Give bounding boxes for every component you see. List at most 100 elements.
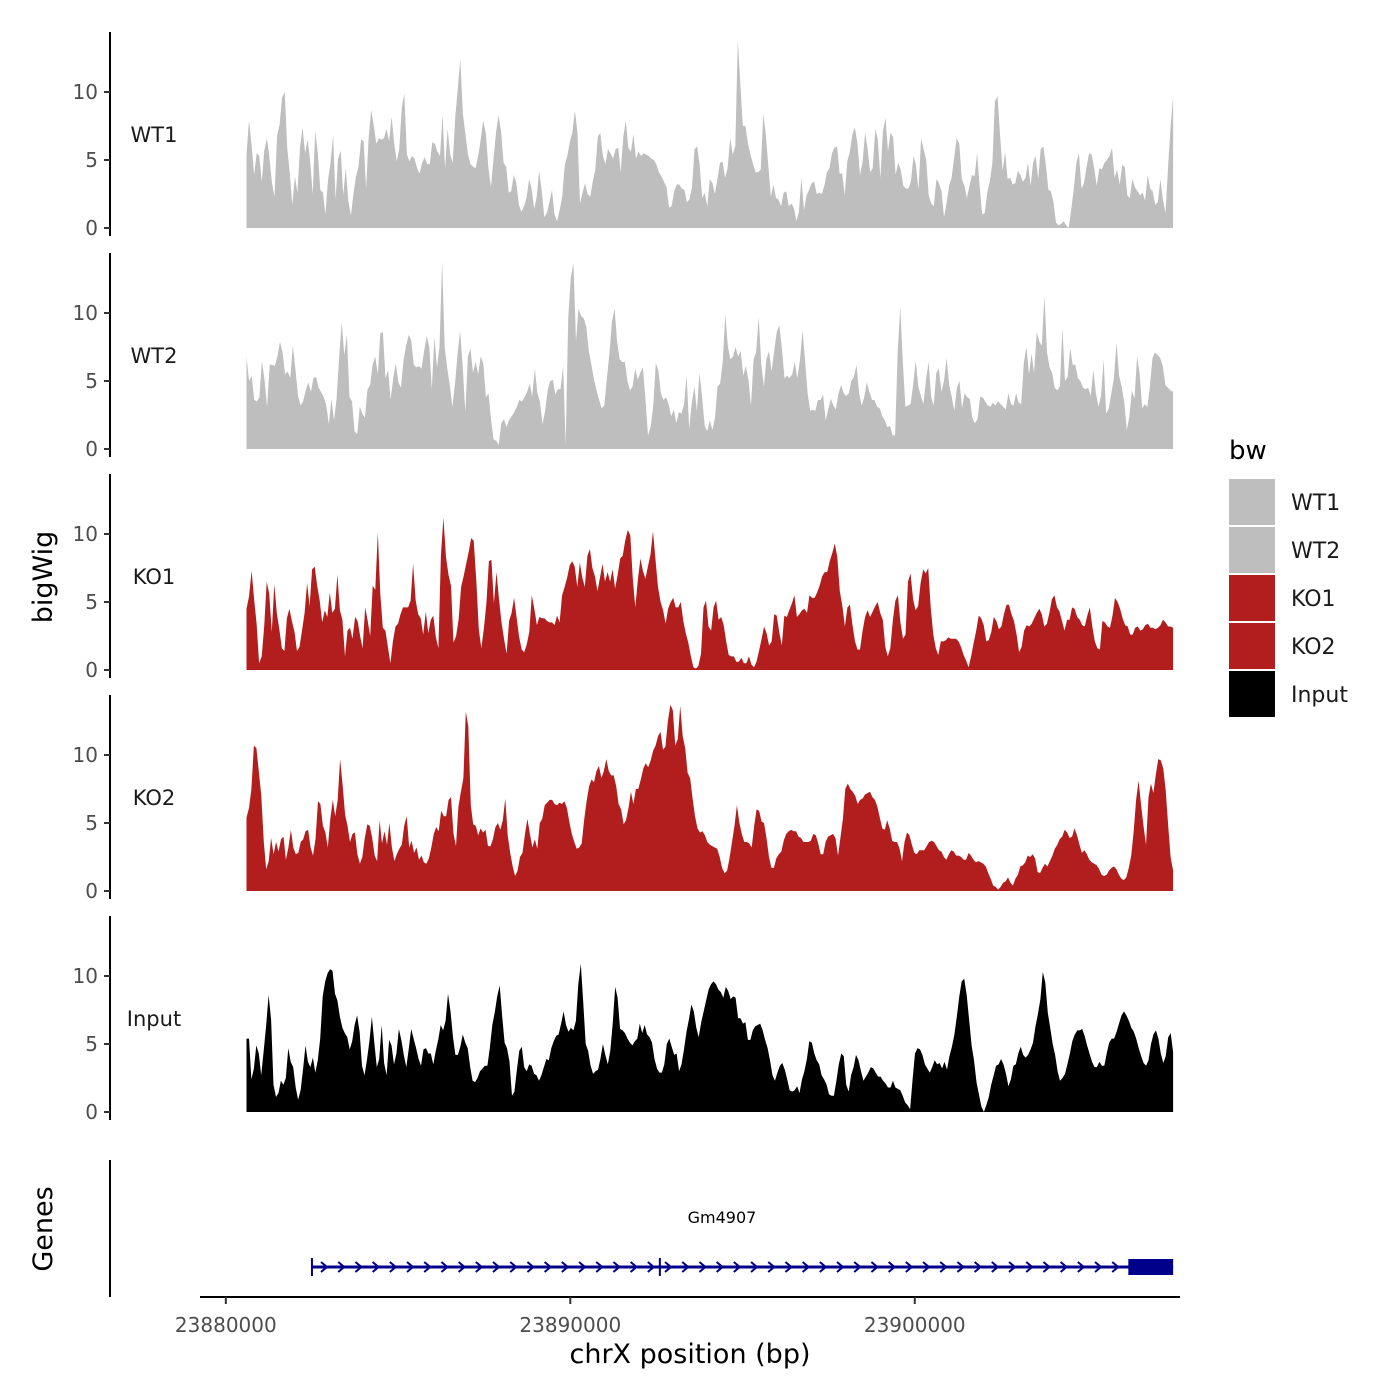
track-wt2: 0 5 10 WT2 — [73, 253, 1174, 461]
strand-arrow — [715, 1261, 725, 1273]
track-label-input: Input — [127, 1007, 181, 1031]
area-ko2 — [246, 704, 1174, 891]
y-tick-label: 0 — [85, 437, 98, 461]
legend-label-wt2: WT2 — [1291, 539, 1340, 564]
legend-swatch-wt2 — [1229, 527, 1275, 573]
y-tick-label: 0 — [85, 879, 98, 903]
legend-label-input: Input — [1291, 683, 1348, 708]
strand-arrow — [733, 1261, 742, 1273]
strand-arrow — [629, 1261, 639, 1273]
strand-arrow — [320, 1261, 329, 1273]
y-tick-label: 5 — [85, 369, 98, 393]
strand-arrow — [698, 1261, 707, 1273]
gene-label: Gm4907 — [688, 1208, 757, 1227]
legend-label-ko2: KO2 — [1291, 635, 1336, 660]
strand-arrow — [578, 1261, 587, 1273]
legend-swatch-wt1 — [1229, 479, 1275, 525]
legend-label-ko1: KO1 — [1291, 587, 1336, 612]
legend-label-wt1: WT1 — [1291, 491, 1340, 516]
y-tick-label: 5 — [85, 148, 98, 172]
legend-swatch-ko1 — [1229, 575, 1275, 621]
track-ko2: 0 5 10 KO2 — [73, 695, 1174, 903]
strand-arrow — [767, 1261, 776, 1273]
strand-arrow — [801, 1261, 811, 1273]
strand-arrow — [647, 1261, 656, 1273]
strand-arrow — [475, 1261, 484, 1273]
area-wt2 — [246, 261, 1174, 449]
track-label-wt1: WT1 — [131, 123, 178, 147]
y-tick-label: 10 — [73, 522, 98, 546]
legend: bw WT1 WT2 KO1 KO2 Input — [1229, 436, 1348, 717]
y-tick-label: 10 — [73, 80, 98, 104]
y-tick-label: 0 — [85, 658, 98, 682]
strand-arrow — [526, 1261, 535, 1273]
strand-arrow — [853, 1261, 862, 1273]
area-wt1 — [246, 40, 1174, 228]
strand-arrow — [991, 1261, 1000, 1273]
strand-arrow — [922, 1261, 931, 1273]
y-tick-label: 5 — [85, 590, 98, 614]
y-tick-label: 0 — [85, 1100, 98, 1124]
strand-arrow — [1111, 1261, 1120, 1273]
strand-arrow — [440, 1261, 449, 1273]
strand-arrow — [595, 1261, 604, 1273]
strand-arrow — [406, 1261, 415, 1273]
legend-swatch-input — [1229, 671, 1275, 717]
strand-arrow — [664, 1261, 673, 1273]
legend-title: bw — [1229, 436, 1267, 466]
legend-swatch-ko2 — [1229, 623, 1275, 669]
strand-arrow — [870, 1261, 879, 1273]
gene-panel: Gm4907 — [109, 1160, 1174, 1297]
strand-arrow — [1094, 1261, 1103, 1273]
strand-arrow — [354, 1261, 363, 1273]
strand-arrow — [750, 1261, 759, 1273]
coverage-tracks: 0 5 10 WT1 0 5 10 WT2 0 5 10 KO1 0 5 10 KO2 0 5 10 Input — [73, 32, 1174, 1124]
track-wt1: 0 5 10 WT1 — [73, 32, 1174, 240]
x-tick-label: 23880000 — [175, 1313, 277, 1337]
area-input — [246, 963, 1174, 1112]
strand-arrow — [1008, 1261, 1017, 1273]
strand-arrow — [1077, 1261, 1086, 1273]
strand-arrow — [784, 1261, 793, 1273]
y-tick-label: 5 — [85, 1032, 98, 1056]
track-label-wt2: WT2 — [131, 344, 178, 368]
track-label-ko1: KO1 — [133, 565, 176, 589]
area-ko1 — [246, 517, 1174, 670]
strand-arrow — [887, 1261, 897, 1273]
y-tick-label: 10 — [73, 964, 98, 988]
strand-arrow — [1025, 1261, 1034, 1273]
strand-arrow — [457, 1261, 467, 1273]
y-tick-label: 10 — [73, 743, 98, 767]
strand-arrow — [956, 1261, 965, 1273]
y-tick-label: 5 — [85, 811, 98, 835]
strand-arrow — [337, 1261, 346, 1273]
strand-arrow — [612, 1261, 621, 1273]
strand-arrow — [681, 1261, 690, 1273]
strand-arrow — [492, 1261, 501, 1273]
y-tick-label: 10 — [73, 301, 98, 325]
strand-arrow — [1042, 1261, 1051, 1273]
strand-arrow — [905, 1261, 914, 1273]
strand-arrow — [973, 1261, 983, 1273]
strand-arrow — [1059, 1261, 1069, 1273]
y-tick-label: 0 — [85, 216, 98, 240]
x-tick-label: 23900000 — [864, 1313, 966, 1337]
track-input: 0 5 10 Input — [73, 916, 1174, 1124]
x-axis: 23880000 23890000 23900000 — [175, 1296, 1180, 1337]
gene-exon — [1128, 1259, 1174, 1275]
genes-axis-title: Genes — [28, 1186, 59, 1271]
strand-arrow — [371, 1261, 381, 1273]
strand-arrow — [561, 1261, 570, 1273]
strand-arrow — [543, 1261, 553, 1273]
y-axis-title: bigWig — [28, 531, 59, 624]
strand-arrow — [509, 1261, 518, 1273]
x-tick-label: 23890000 — [519, 1313, 621, 1337]
strand-arrow — [389, 1261, 398, 1273]
strand-arrow — [423, 1261, 432, 1273]
x-axis-title: chrX position (bp) — [569, 1339, 810, 1370]
strand-arrow — [819, 1261, 828, 1273]
track-ko1: 0 5 10 KO1 — [73, 474, 1174, 682]
track-label-ko2: KO2 — [133, 786, 176, 810]
strand-arrow — [939, 1261, 948, 1273]
